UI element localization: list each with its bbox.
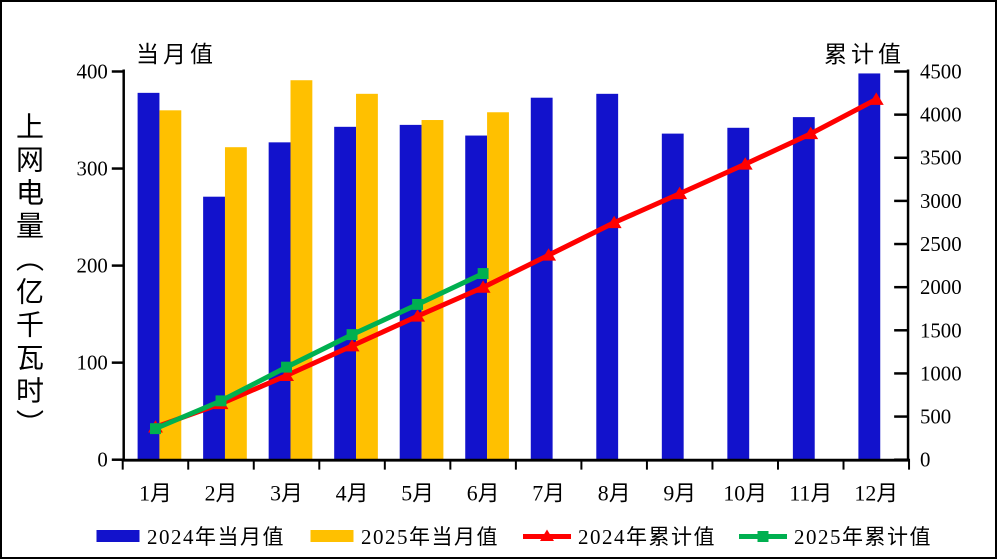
legend-item-2024-cumulative: 2024年累计值 (523, 525, 716, 549)
marker-triangle-2024年累计值-3月 (279, 368, 294, 381)
left-axis-title: 上网电量（亿千瓦时） (12, 112, 43, 442)
x-axis-label-5月: 5月 (401, 481, 434, 505)
legend-item-2025-monthly: 2025年当月值 (310, 525, 499, 549)
left-axis-tick-label: 0 (97, 448, 107, 472)
legend-swatch-2025-monthly (310, 530, 354, 542)
right-axis-tick-label: 4000 (920, 103, 962, 127)
bar-swatch-icon (310, 530, 354, 542)
marker-triangle-2024年累计值-6月 (475, 280, 491, 293)
bar-2024年当月值-2月 (203, 196, 225, 460)
right-axis-tick-label: 1000 (920, 361, 962, 385)
bar-2024年当月值-5月 (399, 124, 422, 460)
x-axis-label-6月: 6月 (467, 481, 500, 505)
marker-square-2025年累计值-5月 (412, 298, 424, 310)
bar-2024年当月值-7月 (530, 97, 553, 460)
left-axis-tick-label: 300 (77, 156, 108, 180)
marker-square-2025年累计值-6月 (477, 268, 489, 279)
marker-triangle-2024年累计值-5月 (410, 309, 426, 322)
legend-item-2024-monthly: 2024年当月值 (96, 525, 285, 549)
legend-label-2024-cumulative: 2024年累计值 (578, 525, 716, 549)
square-marker-icon (757, 531, 769, 542)
x-axis-label-2月: 2月 (205, 481, 238, 505)
line-2025年累计值 (154, 271, 485, 431)
right-axis-tick-label: 2000 (920, 275, 962, 299)
x-axis-label-10月: 10月 (723, 481, 767, 505)
marker-square-2025年累计值-4月 (346, 329, 358, 341)
marker-triangle-2024年累计值-8月 (606, 215, 622, 229)
x-axis-label-11月: 11月 (789, 481, 832, 505)
bar-2024年当月值-1月 (137, 92, 160, 460)
bar-2025年当月值-6月 (487, 112, 509, 460)
bar-2024年当月值-12月 (858, 73, 881, 460)
x-axis-label-1月: 1月 (139, 481, 172, 505)
legend-label-2024-monthly: 2024年当月值 (147, 525, 285, 549)
marker-triangle-2024年累计值-4月 (344, 338, 360, 352)
legend-swatch-2025-cumulative (739, 531, 787, 542)
x-axis-label-3月: 3月 (270, 481, 303, 505)
marker-triangle-2024年累计值-10月 (737, 157, 753, 170)
marker-square-2025年累计值-3月 (281, 361, 292, 373)
bar-2025年当月值-4月 (356, 93, 378, 460)
bar-2024年当月值-10月 (727, 127, 750, 460)
line-2024年累计值 (154, 97, 878, 430)
right-axis-tick-label: 4500 (920, 59, 962, 83)
bar-2025年当月值-1月 (159, 110, 182, 460)
marker-square-2025年累计值-2月 (215, 395, 227, 407)
right-axis-tick-label: 0 (920, 448, 930, 472)
legend-label-2025-cumulative: 2025年累计值 (794, 525, 932, 549)
left-axis-tick-label: 200 (77, 254, 108, 278)
marker-triangle-2024年累计值-11月 (803, 126, 819, 140)
bar-2024年当月值-11月 (792, 117, 815, 460)
x-axis-label-4月: 4月 (336, 481, 369, 505)
left-axis-tick-label: 400 (77, 59, 108, 83)
triangle-marker-icon (540, 529, 554, 541)
left-axis-corner-label: 当月值 (136, 42, 217, 67)
marker-square-2025年累计值-1月 (150, 423, 161, 435)
bar-2025年当月值-3月 (290, 80, 313, 460)
right-axis-corner-label: 累计值 (824, 42, 905, 67)
bar-2024年当月值-3月 (268, 142, 291, 460)
x-axis-label-9月: 9月 (663, 481, 696, 505)
bar-2024年当月值-8月 (596, 93, 619, 460)
bar-2024年当月值-6月 (465, 135, 488, 460)
bar-2024年当月值-9月 (661, 133, 684, 460)
marker-triangle-2024年累计值-7月 (541, 248, 557, 261)
x-axis-label-12月: 12月 (854, 481, 898, 505)
x-axis-label-8月: 8月 (598, 481, 631, 505)
legend-swatch-2024-cumulative (523, 529, 571, 541)
bar-2025年当月值-5月 (421, 120, 444, 460)
right-axis-tick-label: 3500 (920, 146, 962, 170)
legend-item-2025-cumulative: 2025年累计值 (739, 525, 932, 549)
bar-2025年当月值-2月 (224, 147, 247, 460)
marker-triangle-2024年累计值-9月 (672, 186, 688, 200)
right-axis-tick-label: 2500 (920, 232, 962, 256)
bar-swatch-icon (96, 530, 140, 542)
right-axis-tick-label: 3000 (920, 189, 962, 213)
legend-swatch-2024-monthly (96, 530, 140, 542)
left-axis-tick-label: 100 (77, 351, 108, 375)
x-axis-label-7月: 7月 (532, 481, 565, 505)
right-axis-tick-label: 500 (920, 405, 951, 429)
right-axis-tick-label: 1500 (920, 318, 962, 342)
bar-2024年当月值-4月 (334, 126, 357, 460)
marker-triangle-2024年累计值-12月 (868, 92, 884, 105)
legend-label-2025-monthly: 2025年当月值 (361, 525, 499, 549)
